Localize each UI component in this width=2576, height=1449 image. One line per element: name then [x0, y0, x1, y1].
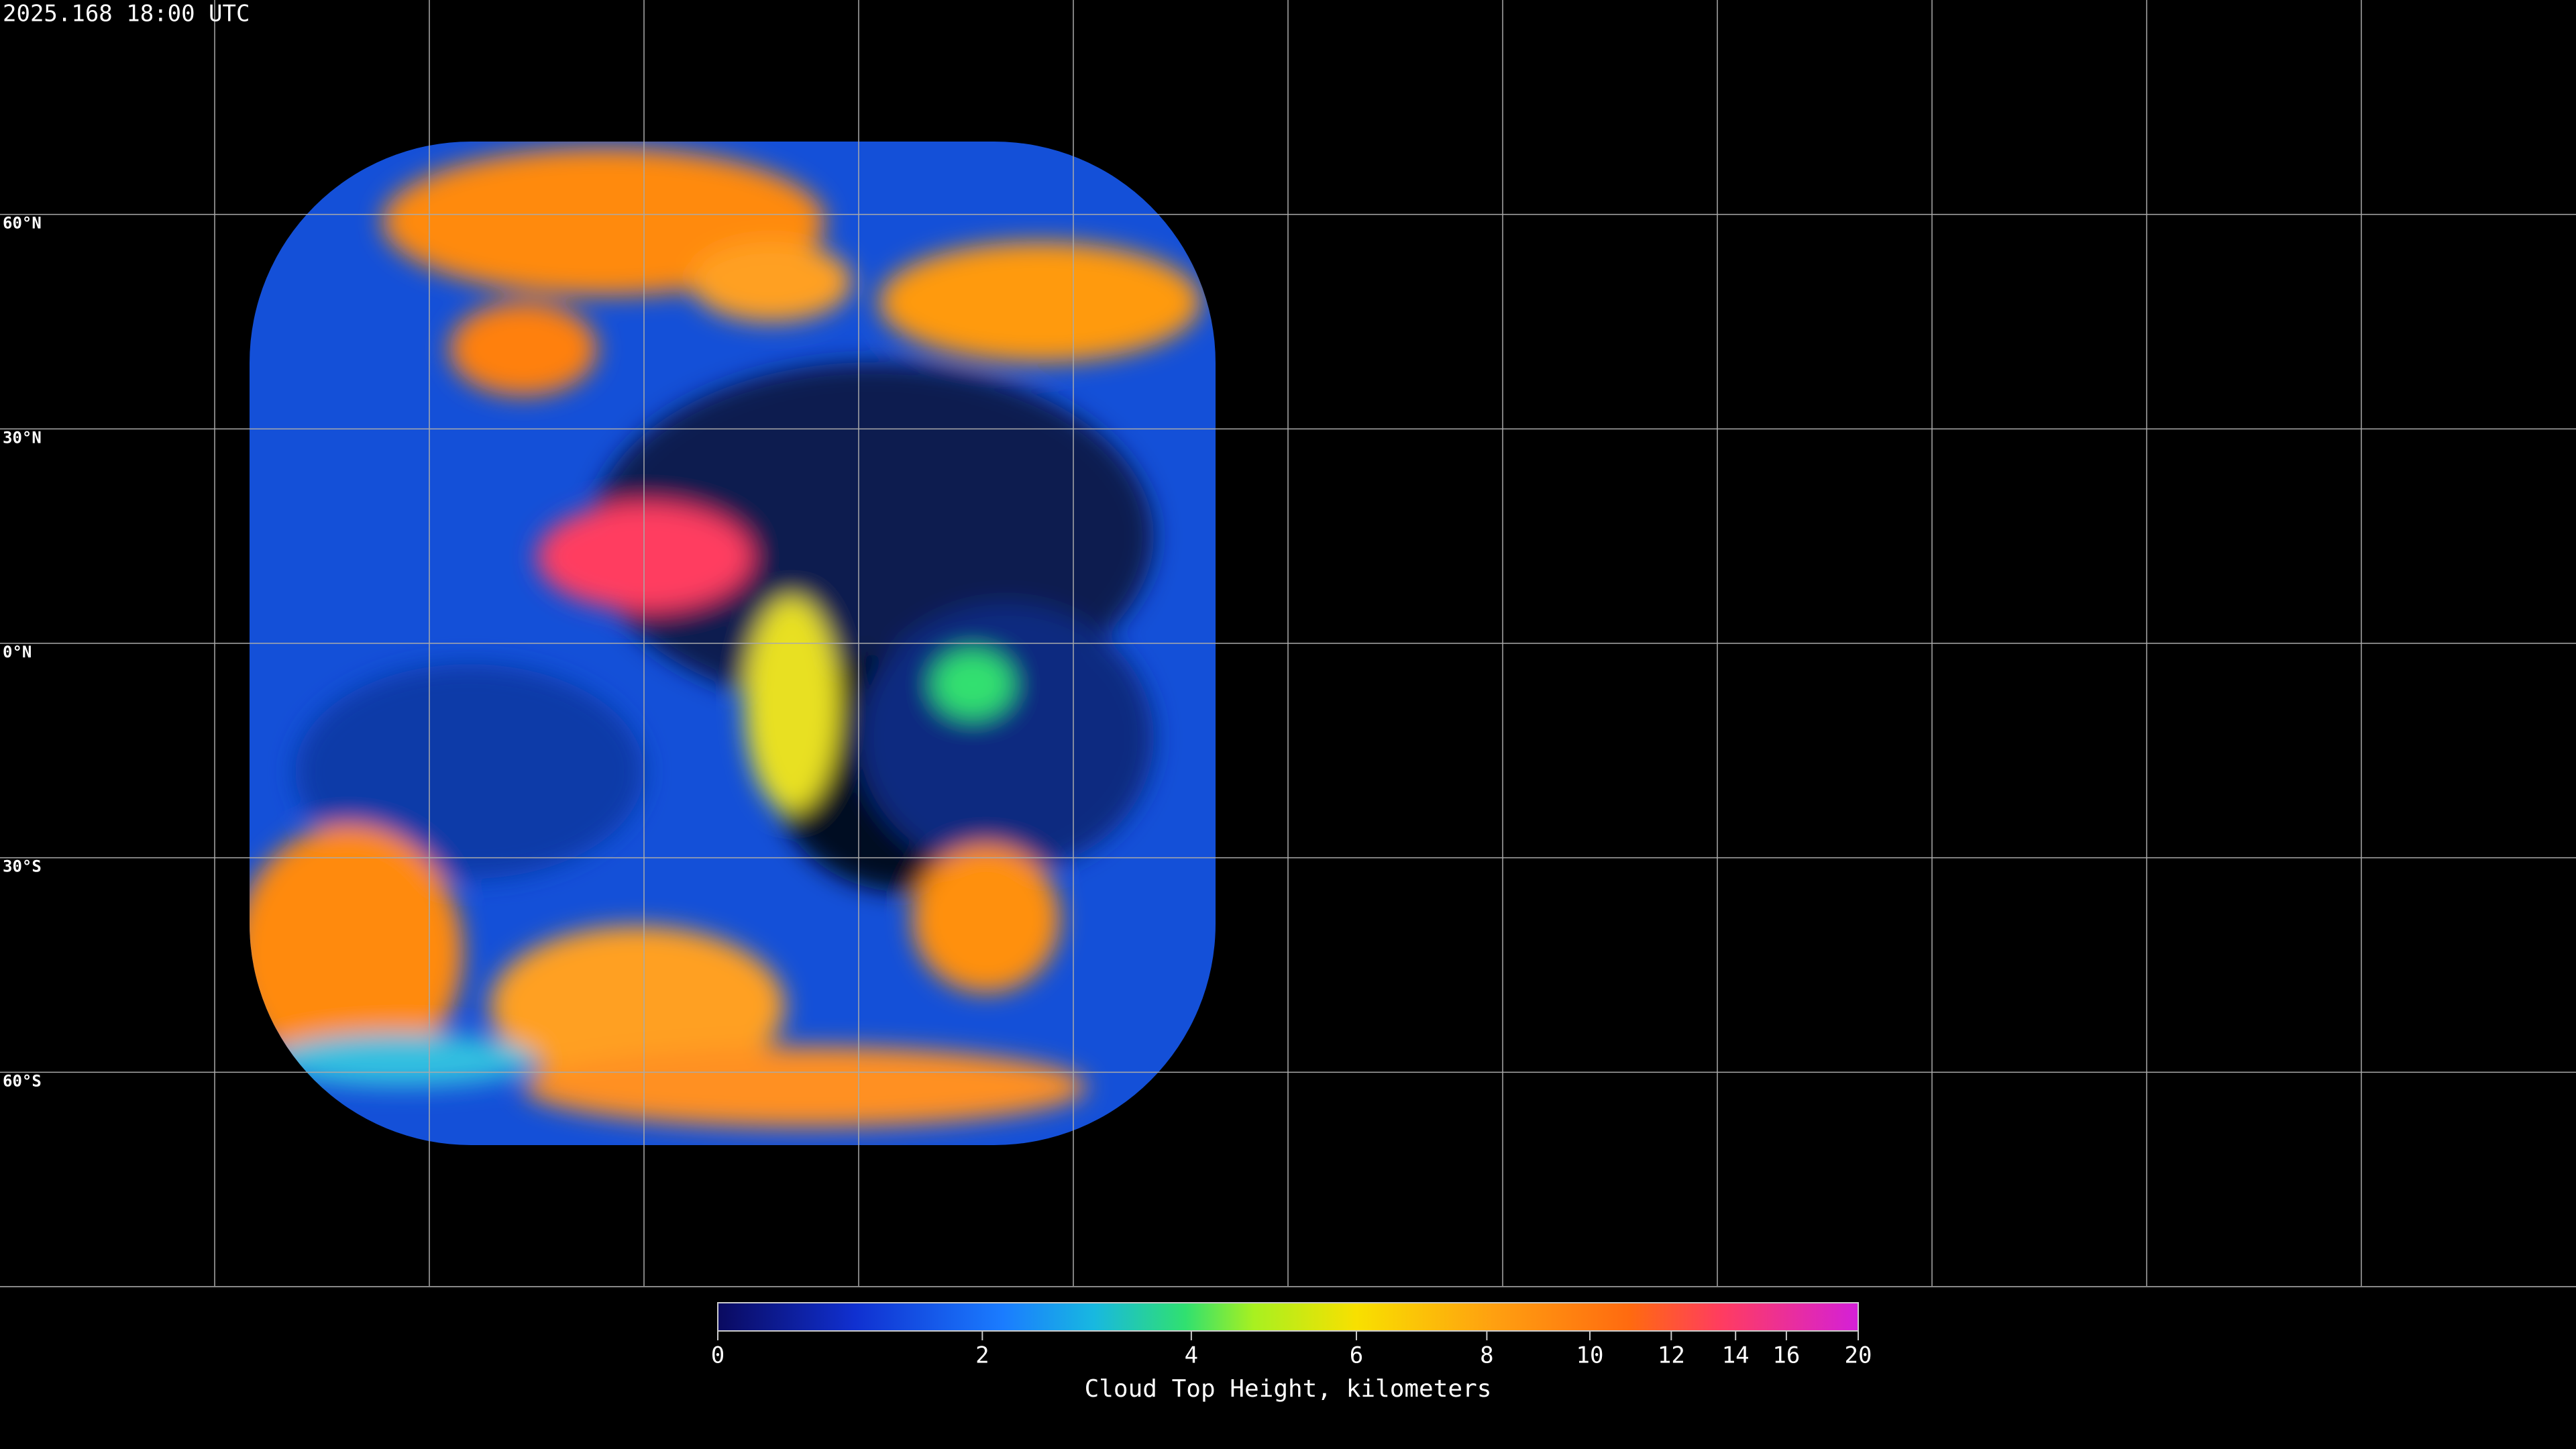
- latitude-label: 60°N: [3, 214, 42, 233]
- colorbar-tick-label: 10: [1576, 1342, 1604, 1369]
- timestamp: 2025.168 18:00 UTC: [3, 1, 250, 28]
- colorbar-tick-label: 2: [975, 1342, 989, 1369]
- colorbar-tick-label: 4: [1185, 1342, 1198, 1369]
- colorbar-label: Cloud Top Height, kilometers: [1085, 1375, 1492, 1403]
- graticule: [0, 0, 2576, 1287]
- latitude-label: 30°N: [3, 428, 42, 447]
- colorbar-tick-label: 20: [1845, 1342, 1872, 1369]
- colorbar-tick-label: 12: [1658, 1342, 1685, 1369]
- colorbar-tick-label: 14: [1722, 1342, 1750, 1369]
- colorbar-tick-label: 0: [711, 1342, 724, 1369]
- latitude-label: 60°S: [3, 1071, 42, 1090]
- colorbar-tick-label: 16: [1772, 1342, 1800, 1369]
- colorbar-tick-label: 8: [1480, 1342, 1493, 1369]
- latitude-label: 30°S: [3, 857, 42, 876]
- colorbar: [717, 1302, 1859, 1332]
- latitude-label: 0°N: [3, 643, 32, 661]
- colorbar-tick-label: 6: [1350, 1342, 1363, 1369]
